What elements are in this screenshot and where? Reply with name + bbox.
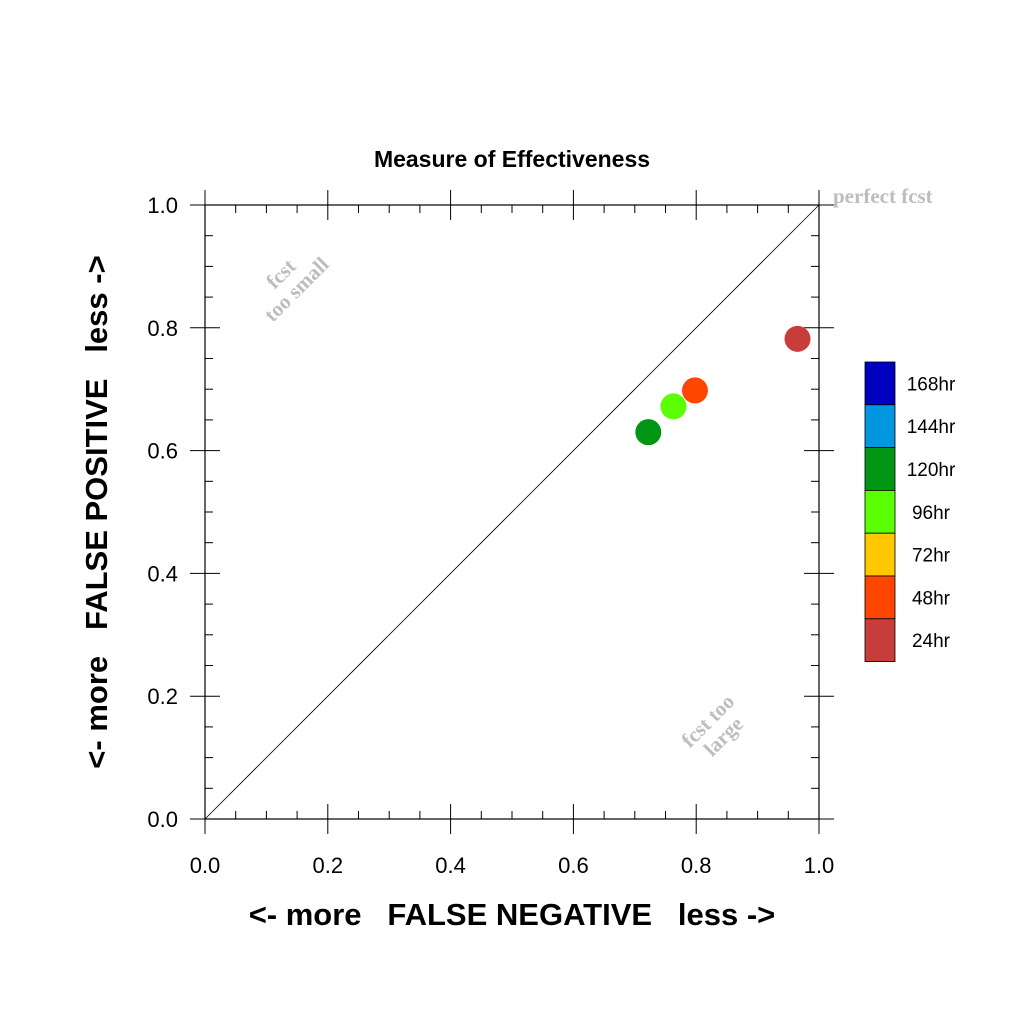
legend-label-72hr: 72hr [912, 546, 951, 567]
y-tick-label: 0.6 [147, 439, 178, 464]
y-axis-title: <- more FALSE POSITIVE less -> [79, 255, 114, 768]
legend-label-144hr: 144hr [907, 417, 956, 438]
y-tick-label: 0.4 [147, 561, 178, 586]
x-tick-label: 0.6 [558, 853, 589, 878]
x-tick-label: 1.0 [804, 853, 835, 878]
legend-swatch-48hr [864, 575, 896, 620]
x-tick-label: 0.8 [681, 853, 712, 878]
y-tick-label: 0.2 [147, 684, 178, 709]
legend-label-168hr: 168hr [907, 374, 956, 395]
point-120hr [635, 419, 662, 446]
legend-swatch-144hr [864, 404, 896, 448]
legend-swatch-24hr [864, 618, 896, 662]
point-96hr [660, 393, 687, 420]
legend-swatch-120hr [864, 447, 896, 491]
x-tick-label: 0.0 [190, 853, 221, 878]
legend-swatch-96hr [864, 489, 896, 534]
y-tick-label: 0.0 [147, 807, 178, 832]
chart-title: Measure of Effectiveness [374, 146, 650, 172]
too-small-line2: too small [259, 252, 333, 326]
legend-swatch-168hr [864, 361, 896, 406]
x-tick-label: 0.4 [435, 853, 466, 878]
y-tick-label: 1.0 [147, 193, 178, 218]
point-24hr [784, 325, 811, 352]
perfect-forecast-label: perfect fcst [833, 184, 933, 208]
plot-axes [190, 190, 834, 834]
point-48hr [681, 377, 708, 404]
legend: 168hr 144hr 120hr 96hr 72hr 48hr 24hr [864, 361, 956, 662]
legend-label-96hr: 96hr [912, 503, 951, 524]
legend-label-120hr: 120hr [907, 460, 956, 481]
x-tick-label: 0.2 [313, 853, 344, 878]
x-axis-title: <- more FALSE NEGATIVE less -> [249, 897, 776, 932]
diagonal-line [204, 204, 820, 820]
legend-swatch-72hr [864, 532, 896, 577]
data-points [635, 325, 811, 446]
y-tick-label: 0.8 [147, 316, 178, 341]
tick-labels: 0.0 0.2 0.4 0.6 0.8 1.0 0.0 0.2 0.4 0.6 0.8 1.0 [147, 193, 834, 878]
too-small-annotation: fcst too small [259, 252, 333, 326]
too-large-annotation: fcst too large [676, 689, 747, 760]
legend-label-48hr: 48hr [912, 588, 951, 609]
legend-label-24hr: 24hr [912, 631, 951, 652]
